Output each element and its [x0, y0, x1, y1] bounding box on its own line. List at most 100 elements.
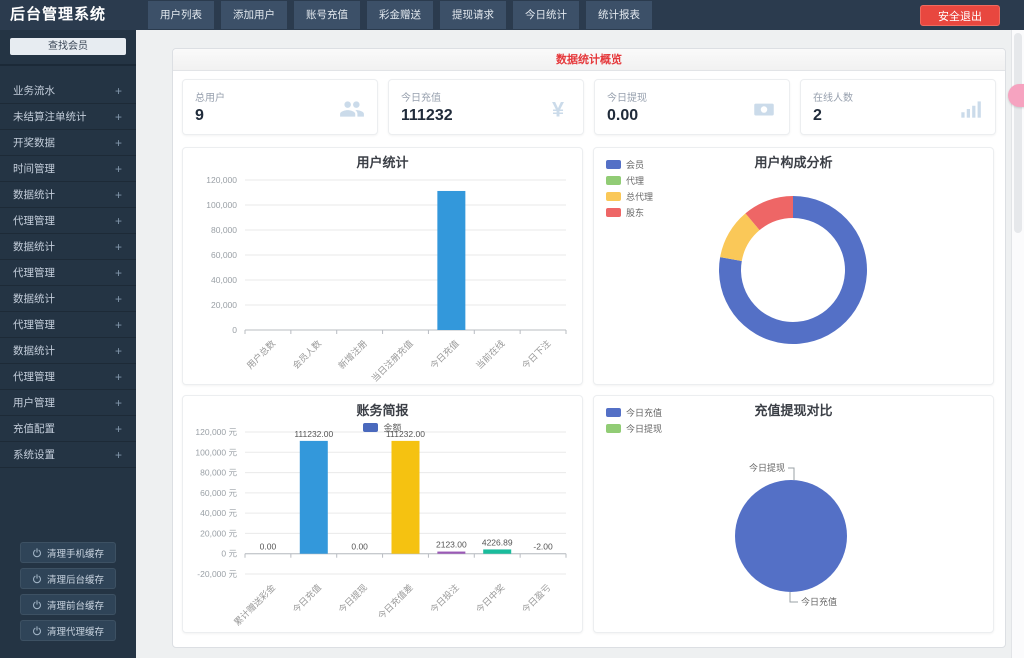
svg-text:今日投注: 今日投注	[428, 582, 461, 615]
cache-button-label: 清理后台缓存	[46, 574, 104, 586]
clear-cache-button[interactable]: 清理前台缓存	[20, 594, 116, 615]
sidebar-menu-item[interactable]: 数据统计 +	[0, 234, 136, 260]
stat-label: 在线人数	[813, 93, 853, 104]
legend-item[interactable]: 金额	[363, 421, 402, 434]
svg-text:今日提现: 今日提现	[336, 582, 369, 615]
sidebar-item-label: 时间管理	[13, 163, 55, 175]
top-navbar: 后台管理系统 用户列表 添加用户 账号充值 彩金赠送 提现请求 今日统计 统计报…	[0, 0, 1024, 30]
stat-label: 今日提现	[607, 93, 647, 104]
clear-cache-button[interactable]: 清理手机缓存	[20, 542, 116, 563]
sidebar-menu-item[interactable]: 开奖数据 +	[0, 130, 136, 156]
sidebar-menu-item[interactable]: 系统设置 +	[0, 442, 136, 468]
svg-text:当日注册充值: 当日注册充值	[369, 338, 415, 384]
stat-value: 9	[195, 107, 204, 124]
legend-item[interactable]: 总代理	[606, 190, 653, 203]
legend-label: 股东	[626, 208, 645, 218]
expand-plus-icon: +	[114, 447, 122, 462]
stat-card-today-recharge: 今日充值 111232 ¥	[388, 79, 584, 135]
svg-text:0.00: 0.00	[260, 542, 277, 552]
sidebar: 业务流水 + 未结算注单统计 + 开奖数据 + 时间管理 +	[0, 30, 136, 658]
expand-plus-icon: +	[114, 213, 122, 228]
legend-item[interactable]: 代理	[606, 174, 653, 187]
clear-cache-button[interactable]: 清理后台缓存	[20, 568, 116, 589]
legend-label: 会员	[626, 160, 645, 170]
sidebar-menu-item[interactable]: 充值配置 +	[0, 416, 136, 442]
svg-text:今日中奖: 今日中奖	[473, 582, 506, 615]
panel-body: 总用户 9 今日充值 111232 ¥ 今日提现	[173, 71, 1005, 641]
legend-item[interactable]: 会员	[606, 158, 653, 171]
svg-text:120,000 元: 120,000 元	[195, 427, 237, 437]
legend-item[interactable]: 股东	[606, 206, 653, 219]
scrollbar-thumb[interactable]	[1014, 33, 1022, 233]
svg-text:60,000 元: 60,000 元	[200, 488, 237, 498]
sidebar-menu-item[interactable]: 数据统计 +	[0, 338, 136, 364]
chart-card-user-composition: 用户构成分析 会员 代理 总代理 股东	[593, 147, 994, 385]
scrollbar-track	[1011, 30, 1024, 658]
top-menu-item[interactable]: 统计报表	[586, 1, 652, 29]
sidebar-item-label: 代理管理	[13, 267, 55, 279]
chart-title: 用户统计	[356, 155, 409, 170]
chart-title: 账务简报	[356, 403, 409, 418]
svg-text:80,000 元: 80,000 元	[200, 468, 237, 478]
svg-text:-20,000 元: -20,000 元	[197, 569, 237, 579]
stat-card-online-users: 在线人数 2	[800, 79, 996, 135]
stat-value: 2	[813, 107, 822, 124]
sidebar-item-label: 开奖数据	[13, 137, 55, 149]
top-menu-item[interactable]: 提现请求	[440, 1, 506, 29]
sidebar-item-label: 数据统计	[13, 241, 55, 253]
power-icon	[32, 547, 41, 557]
svg-text:今日充值: 今日充值	[290, 582, 323, 615]
help-floating-button[interactable]	[1008, 84, 1024, 107]
chart-legend: 今日充值 今日提现	[606, 406, 662, 435]
legend-swatch	[606, 160, 621, 169]
member-search-input[interactable]	[10, 38, 126, 55]
top-menu-item[interactable]: 彩金赠送	[367, 1, 433, 29]
clear-cache-button[interactable]: 清理代理缓存	[20, 620, 116, 641]
svg-text:20,000 元: 20,000 元	[200, 528, 237, 538]
app-title: 后台管理系统	[10, 6, 107, 23]
power-icon	[32, 599, 41, 609]
cache-button-label: 清理前台缓存	[46, 600, 104, 612]
stat-card-today-withdraw: 今日提现 0.00	[594, 79, 790, 135]
sidebar-menu-item[interactable]: 代理管理 +	[0, 312, 136, 338]
sidebar-menu-item[interactable]: 数据统计 +	[0, 286, 136, 312]
svg-text:20,000: 20,000	[211, 300, 237, 310]
svg-text:100,000 元: 100,000 元	[195, 447, 237, 457]
svg-text:60,000: 60,000	[211, 250, 237, 260]
expand-plus-icon: +	[114, 343, 122, 358]
sidebar-menu-item[interactable]: 未结算注单统计 +	[0, 104, 136, 130]
sidebar-menu-item[interactable]: 时间管理 +	[0, 156, 136, 182]
svg-text:¥: ¥	[552, 97, 564, 122]
sidebar-menu-item[interactable]: 代理管理 +	[0, 364, 136, 390]
users-icon	[340, 101, 364, 117]
top-menu-item[interactable]: 用户列表	[148, 1, 214, 29]
sidebar-menu-item[interactable]: 业务流水 +	[0, 78, 136, 104]
top-menu-item[interactable]: 添加用户	[221, 1, 287, 29]
svg-text:0 元: 0 元	[221, 549, 237, 559]
svg-text:4226.89: 4226.89	[482, 537, 513, 547]
legend-item[interactable]: 今日提现	[606, 422, 662, 435]
expand-plus-icon: +	[114, 421, 122, 436]
sidebar-menu-item[interactable]: 用户管理 +	[0, 390, 136, 416]
legend-item[interactable]: 今日充值	[606, 406, 662, 419]
chart-title: 充值提现对比	[754, 403, 833, 418]
stat-value: 0.00	[607, 107, 639, 124]
svg-text:-2.00: -2.00	[533, 542, 553, 552]
svg-text:当前在线: 当前在线	[473, 338, 506, 371]
logout-button[interactable]: 安全退出	[920, 5, 1000, 26]
sidebar-menu-item[interactable]: 代理管理 +	[0, 208, 136, 234]
legend-label: 金额	[383, 423, 402, 433]
svg-text:会员人数: 会员人数	[290, 338, 323, 371]
power-icon	[32, 573, 41, 583]
top-menu: 用户列表 添加用户 账号充值 彩金赠送 提现请求 今日统计 统计报表	[148, 1, 652, 29]
top-menu-item[interactable]: 今日统计	[513, 1, 579, 29]
sidebar-item-label: 未结算注单统计	[13, 111, 87, 123]
account-brief-bar-chart: -20,000 元 0 元 20,000 元 40,000 元 60,000 元 80,0…	[195, 427, 567, 628]
chart-card-account-brief: 账务简报 金额 -20,000 元 0 元 20,000 元 40,000 元 60,0…	[182, 395, 583, 633]
sidebar-menu-item[interactable]: 代理管理 +	[0, 260, 136, 286]
sidebar-menu-item[interactable]: 数据统计 +	[0, 182, 136, 208]
top-menu-item[interactable]: 账号充值	[294, 1, 360, 29]
cache-buttons: 清理手机缓存 清理后台缓存 清理前台缓存	[20, 542, 116, 641]
